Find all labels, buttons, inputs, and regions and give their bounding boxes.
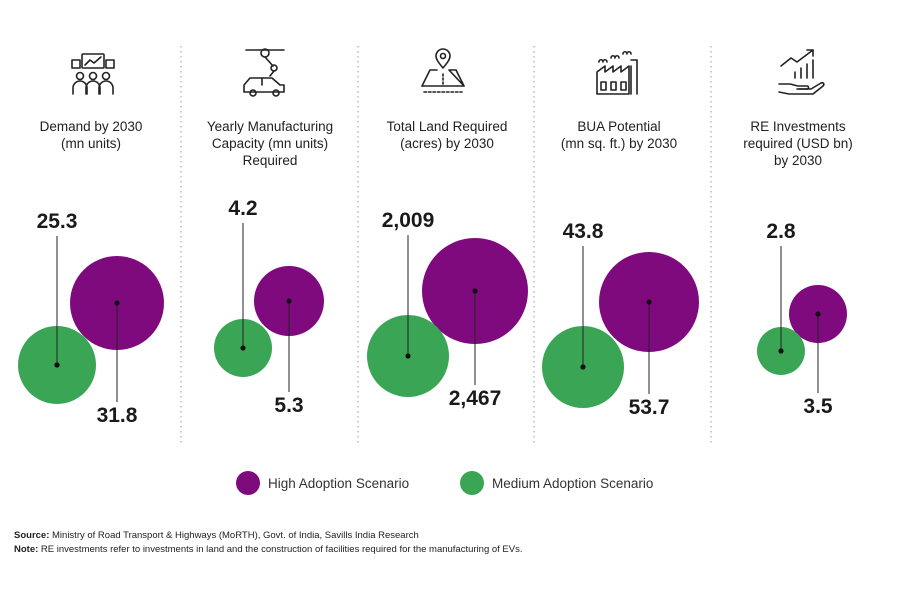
panel-title-line: Total Land Required	[386, 119, 508, 134]
panel-title-line: Demand by 2030	[39, 119, 143, 134]
legend-label-high: High Adoption Scenario	[268, 475, 410, 491]
data-label-high: 31.8	[97, 404, 138, 427]
legend-item-medium: Medium Adoption Scenario	[460, 471, 653, 495]
center-dot-medium	[580, 364, 586, 370]
location-land-icon	[421, 48, 465, 93]
panel-title-0: Demand by 2030 (mn units)	[6, 118, 176, 152]
robot-arm-car-icon	[243, 48, 285, 97]
center-dot-high	[286, 298, 292, 304]
data-label-medium: 25.3	[37, 210, 78, 233]
factory-icon	[596, 50, 638, 95]
panel-title-line: by 2030	[773, 153, 823, 168]
hand-growth-chart-icon	[778, 49, 825, 95]
center-dot-high	[114, 300, 120, 306]
center-dot-medium	[54, 362, 60, 368]
panel-title-1: Yearly Manufacturing Capacity (mn units)…	[185, 118, 355, 169]
panel-title-line: (mn units)	[60, 136, 121, 151]
source-text: Ministry of Road Transport & Highways (M…	[49, 530, 419, 541]
source-note: Source: Ministry of Road Transport & Hig…	[14, 530, 419, 541]
data-label-medium: 43.8	[563, 220, 604, 243]
people-chart-icon	[71, 53, 115, 95]
panel-title-line: RE Investments	[750, 119, 846, 134]
data-label-medium: 2,009	[382, 209, 435, 232]
note: Note: RE investments refer to investment…	[14, 544, 523, 555]
legend-swatch-high	[236, 471, 260, 495]
panel-title-line: required (USD bn)	[743, 136, 853, 151]
center-dot-medium	[405, 353, 411, 359]
data-label-high: 5.3	[274, 394, 303, 417]
legend-swatch-medium	[460, 471, 484, 495]
center-dot-high	[646, 299, 652, 305]
legend: High Adoption Scenario Medium Adoption S…	[0, 471, 900, 497]
panel-title-line: (mn sq. ft.) by 2030	[560, 136, 678, 151]
panel-title-3: BUA Potential (mn sq. ft.) by 2030	[534, 118, 704, 152]
note-label: Note:	[14, 544, 39, 555]
note-text: RE investments refer to investments in l…	[38, 544, 523, 555]
data-label-high: 3.5	[803, 395, 833, 418]
center-dot-medium	[778, 348, 784, 354]
panel-title-4: RE Investments required (USD bn) by 2030	[713, 118, 883, 169]
panel-title-line: (acres) by 2030	[400, 136, 494, 151]
data-label-high: 53.7	[629, 396, 670, 419]
legend-item-high: High Adoption Scenario	[236, 471, 409, 495]
data-label-high: 2,467	[449, 387, 502, 410]
panel-title-line: Capacity (mn units)	[211, 136, 329, 151]
panel-title-line: BUA Potential	[577, 119, 661, 134]
center-dot-high	[472, 288, 478, 294]
panel-title-2: Total Land Required (acres) by 2030	[362, 118, 532, 152]
panel-title-line: Required	[242, 153, 298, 168]
legend-label-medium: Medium Adoption Scenario	[492, 475, 654, 491]
panel-title-line: Yearly Manufacturing	[206, 119, 334, 134]
source-label: Source:	[14, 530, 50, 541]
data-label-medium: 2.8	[766, 220, 796, 243]
center-dot-high	[815, 311, 821, 317]
data-label-medium: 4.2	[228, 197, 257, 220]
center-dot-medium	[240, 345, 246, 351]
